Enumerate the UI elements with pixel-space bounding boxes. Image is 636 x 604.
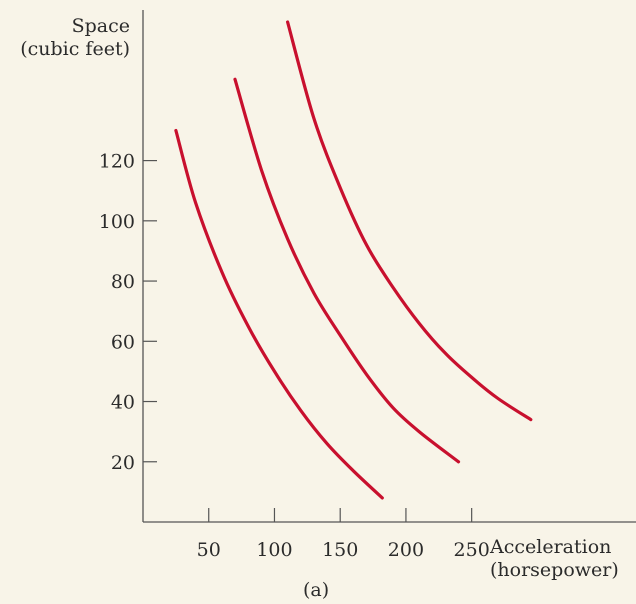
y-axis-label: Space (cubic feet)	[0, 15, 130, 61]
y-tick-label: 100	[99, 211, 135, 233]
indifference-curve-1	[174, 128, 384, 500]
figure-caption: (a)	[303, 579, 330, 601]
x-axis-label-line-1: Acceleration	[490, 536, 612, 558]
indifference-curve-3	[286, 20, 533, 422]
y-axis-label-line-1: Space	[71, 15, 130, 37]
indifference-curves	[174, 20, 533, 500]
indifference-curve-2	[233, 77, 461, 464]
x-tick-label: 200	[388, 539, 424, 561]
axes	[142, 10, 636, 523]
y-tick-label: 40	[111, 392, 135, 414]
y-tick-label: 120	[99, 151, 135, 173]
x-axis-label: Acceleration (horsepower)	[490, 536, 619, 582]
y-axis-label-line-2: (cubic feet)	[20, 38, 130, 60]
x-tick-label: 50	[197, 539, 221, 561]
x-tick-label: 100	[256, 539, 292, 561]
y-tick-label: 60	[111, 331, 135, 353]
x-tick-label: 150	[322, 539, 358, 561]
ticks: 50 100 150 200 250 20 40 60 80 100 120	[99, 151, 490, 561]
y-tick-label: 80	[111, 271, 135, 293]
x-axis-label-line-2: (horsepower)	[490, 559, 619, 581]
x-tick-label: 250	[454, 539, 490, 561]
y-tick-label: 20	[111, 452, 135, 474]
